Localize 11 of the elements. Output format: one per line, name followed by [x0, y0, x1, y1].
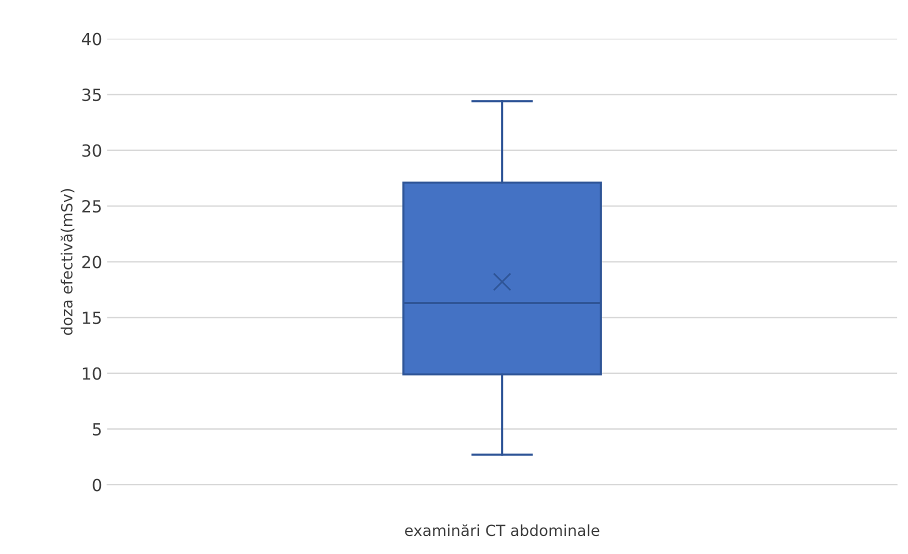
y-tick-label: 10	[82, 367, 102, 380]
y-tick-label: 20	[82, 256, 102, 268]
y-tick-label: 25	[82, 200, 101, 213]
x-axis-title: examinări CT abdominale	[405, 524, 600, 536]
y-axis-title: doza efectivă(mSv)	[60, 189, 74, 335]
y-tick-label: 5	[92, 423, 101, 436]
y-tick-label: 30	[82, 144, 102, 157]
y-tick-label: 40	[82, 32, 102, 46]
y-tick-label: 0	[92, 478, 102, 492]
y-tick-label: 35	[82, 88, 101, 102]
y-tick-label: 15	[82, 312, 101, 324]
